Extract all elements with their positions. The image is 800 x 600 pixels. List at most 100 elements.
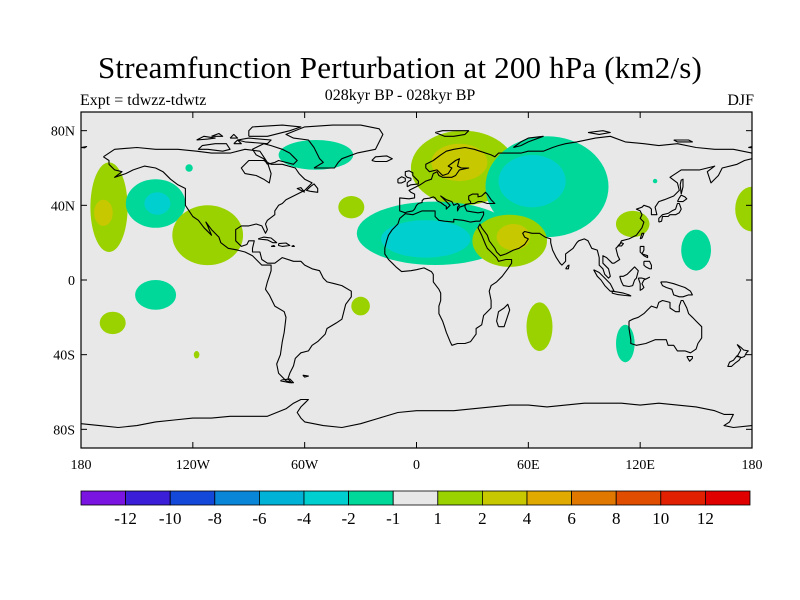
colorbar-label: -1 [386, 509, 400, 528]
contour-region [681, 229, 711, 271]
colorbar-label: -8 [208, 509, 222, 528]
coastline [302, 374, 309, 378]
colorbar-label: -4 [297, 509, 312, 528]
colorbar-swatch [303, 490, 349, 506]
x-tick-label: 120W [176, 458, 211, 473]
colorbar-swatch [125, 490, 171, 506]
coastline [196, 135, 216, 141]
colorbar-swatch [169, 490, 216, 506]
colorbar-label: 4 [523, 509, 532, 528]
y-tick-label: 80N [51, 125, 75, 140]
colorbar-label: 1 [434, 509, 443, 528]
coastline [658, 202, 682, 223]
colorbar-swatch [80, 490, 126, 506]
colorbar-label: 8 [612, 509, 621, 528]
colorbar-label: 2 [478, 509, 487, 528]
colorbar-swatch [437, 490, 483, 506]
coastline [296, 187, 306, 193]
contour-region [278, 140, 354, 170]
coastline [248, 124, 302, 137]
colorbar-swatch [615, 490, 662, 506]
colorbar-label: 6 [567, 509, 576, 528]
coastline [229, 133, 239, 139]
contour-region [172, 205, 244, 266]
contour-region [338, 196, 365, 219]
subtitle: 028kyr BP - 028kyr BP [324, 87, 476, 104]
x-tick-label: 60E [517, 458, 540, 473]
axis-layer: 80N 40N 0 40S 80S 180 120W 60W 0 60E 120E 180 [51, 112, 763, 473]
coastline [103, 146, 352, 384]
contour-region [615, 210, 650, 238]
y-tick-label: 40N [51, 199, 75, 214]
coastline [251, 143, 298, 165]
contour-region [185, 164, 193, 172]
coastline [81, 145, 88, 149]
coastline [211, 132, 224, 137]
coastline [748, 145, 752, 149]
y-tick-label: 80S [53, 423, 75, 438]
experiment-label: Expt = tdwzz-tdwtz [80, 92, 207, 109]
colorbar-swatch [571, 490, 617, 506]
x-tick-label: 60W [291, 458, 319, 473]
coastline [270, 244, 276, 247]
page-title: Streamfunction Perturbation at 200 hPa (… [97, 50, 703, 85]
coastline [637, 276, 651, 291]
coastline [643, 260, 652, 270]
colorbar-label: 10 [652, 509, 669, 528]
contour-region [496, 224, 531, 251]
coastline [280, 378, 295, 384]
coastline [496, 303, 511, 328]
coastline [513, 135, 544, 149]
colorbar-label: 12 [697, 509, 714, 528]
contour-region [526, 302, 553, 352]
coastline [81, 398, 752, 429]
coastline [291, 244, 295, 247]
coastline [197, 143, 231, 152]
coastline [565, 264, 570, 270]
coastline [384, 135, 752, 346]
contour-region [498, 155, 566, 208]
x-tick-label: 180 [71, 458, 92, 473]
y-tick-label: 40S [53, 349, 75, 364]
contour-region [381, 220, 471, 258]
coastline [673, 139, 693, 143]
colorbar-swatch [348, 490, 394, 506]
coastline-layer [81, 124, 752, 429]
colorbar-swatch [258, 490, 305, 506]
coastline [285, 124, 384, 169]
contour-region [652, 178, 658, 184]
coastline [237, 137, 272, 145]
colorbar-swatch [526, 490, 572, 506]
coastline [371, 155, 393, 163]
season-label: DJF [727, 92, 754, 109]
colorbar-swatch [481, 490, 528, 506]
coastline [257, 236, 278, 244]
coastline [617, 242, 624, 247]
coastline [679, 178, 684, 195]
y-tick-label: 0 [68, 274, 75, 289]
coastline [397, 176, 406, 184]
x-tick-label: 0 [413, 458, 420, 473]
coastline [404, 170, 419, 188]
coastline [305, 183, 319, 193]
coastline [233, 139, 242, 145]
coastline [434, 130, 470, 137]
contour-region [135, 280, 177, 310]
coastline [727, 355, 742, 367]
coastline [736, 343, 749, 359]
x-tick-label: 180 [742, 458, 763, 473]
coastline [639, 245, 649, 259]
coastline [619, 266, 639, 288]
contour-region [431, 143, 488, 182]
coastline [628, 299, 703, 354]
contour-region [351, 296, 370, 316]
colorbar-swatch [705, 490, 751, 506]
coastline [686, 355, 693, 362]
colorbar-label: -10 [159, 509, 182, 528]
colorbar-swatch [214, 490, 260, 506]
colorbar: -12 -10 -8 -6 -4 -2 -1 1 2 4 6 8 10 12 [80, 490, 751, 528]
colorbar-swatch [660, 490, 706, 506]
contour-region [193, 351, 200, 359]
colorbar-label: -6 [252, 509, 266, 528]
